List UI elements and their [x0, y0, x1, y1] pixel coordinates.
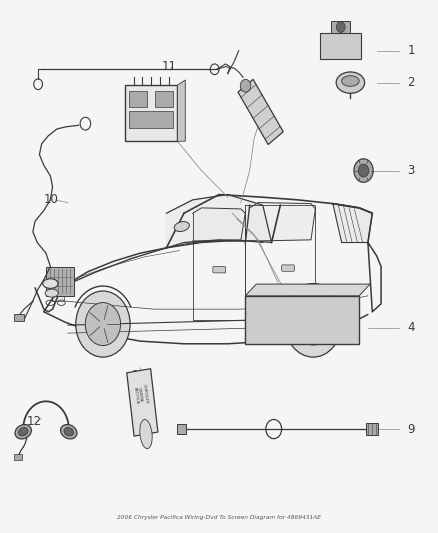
- Circle shape: [295, 300, 332, 345]
- Polygon shape: [238, 79, 283, 144]
- Circle shape: [358, 164, 369, 177]
- Ellipse shape: [174, 222, 189, 231]
- Text: 5: 5: [162, 108, 170, 121]
- Ellipse shape: [342, 76, 359, 86]
- Circle shape: [85, 303, 120, 345]
- Circle shape: [285, 288, 342, 357]
- FancyBboxPatch shape: [213, 266, 226, 273]
- Text: 12: 12: [26, 415, 41, 427]
- Text: 10: 10: [44, 193, 59, 206]
- FancyBboxPatch shape: [282, 265, 294, 271]
- Text: 13: 13: [131, 369, 146, 382]
- Text: CHRYSLER
CINEMA
PACIFICA: CHRYSLER CINEMA PACIFICA: [132, 384, 148, 405]
- Bar: [129, 111, 173, 128]
- Text: 1: 1: [407, 44, 415, 57]
- Ellipse shape: [60, 425, 77, 439]
- Polygon shape: [245, 284, 370, 296]
- Bar: [14, 314, 24, 321]
- Text: 9: 9: [407, 423, 415, 435]
- Polygon shape: [333, 204, 372, 243]
- Text: 4: 4: [407, 321, 415, 334]
- Polygon shape: [193, 208, 245, 241]
- Polygon shape: [250, 203, 315, 241]
- Bar: [46, 266, 74, 296]
- Bar: [52, 294, 64, 301]
- Bar: [245, 296, 359, 344]
- Ellipse shape: [18, 427, 28, 436]
- Text: 7: 7: [263, 116, 270, 129]
- Bar: [320, 33, 361, 59]
- Circle shape: [257, 316, 264, 324]
- Text: 11: 11: [162, 60, 177, 73]
- Ellipse shape: [140, 419, 152, 449]
- Circle shape: [336, 22, 345, 33]
- Bar: [366, 423, 378, 435]
- Polygon shape: [127, 369, 158, 436]
- Polygon shape: [166, 195, 272, 248]
- Circle shape: [251, 316, 258, 324]
- Text: 2006 Chrysler Pacifica Wiring-Dvd To Screen Diagram for 4869431AE: 2006 Chrysler Pacifica Wiring-Dvd To Scr…: [117, 515, 321, 520]
- Text: 3: 3: [407, 164, 415, 177]
- Bar: [129, 91, 147, 107]
- Circle shape: [354, 159, 373, 182]
- Bar: [14, 454, 22, 460]
- Ellipse shape: [336, 72, 364, 93]
- Text: 2: 2: [407, 76, 415, 89]
- Ellipse shape: [45, 289, 58, 297]
- Polygon shape: [177, 80, 185, 141]
- Circle shape: [240, 79, 251, 92]
- Bar: [177, 424, 186, 434]
- Circle shape: [76, 291, 130, 357]
- Bar: [155, 91, 173, 107]
- Bar: [331, 21, 350, 33]
- Bar: [125, 85, 177, 141]
- Bar: [272, 322, 333, 328]
- Ellipse shape: [43, 279, 58, 288]
- Ellipse shape: [64, 427, 74, 436]
- Ellipse shape: [15, 425, 32, 439]
